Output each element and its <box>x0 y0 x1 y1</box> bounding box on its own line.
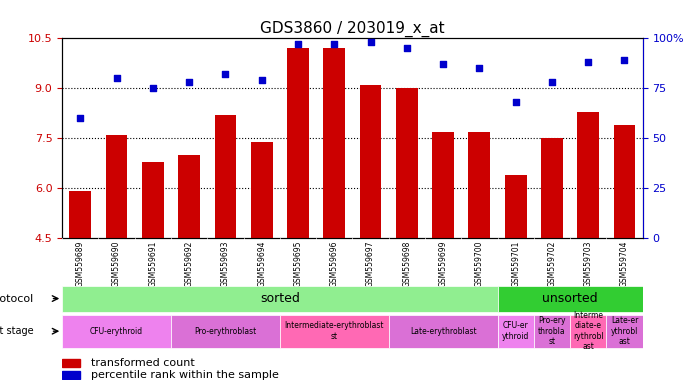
Bar <box>142 162 164 238</box>
Point <box>256 77 267 83</box>
Point <box>583 59 594 65</box>
Text: sorted: sorted <box>260 292 300 305</box>
Point <box>547 79 558 85</box>
Text: Pro-ery
throbla
st: Pro-ery throbla st <box>538 316 566 346</box>
FancyBboxPatch shape <box>280 315 388 348</box>
Text: protocol: protocol <box>0 293 33 304</box>
Text: GSM559693: GSM559693 <box>221 240 230 287</box>
Text: Late-erythroblast: Late-erythroblast <box>410 327 476 336</box>
Text: GSM559690: GSM559690 <box>112 240 121 287</box>
Text: CFU-erythroid: CFU-erythroid <box>90 327 143 336</box>
Point <box>184 79 195 85</box>
FancyBboxPatch shape <box>388 315 498 348</box>
Point <box>75 115 86 121</box>
Text: GSM559692: GSM559692 <box>184 240 193 287</box>
Text: GSM559700: GSM559700 <box>475 240 484 287</box>
Text: GSM559695: GSM559695 <box>294 240 303 287</box>
Point <box>292 41 303 48</box>
Text: GSM559694: GSM559694 <box>257 240 266 287</box>
Text: Interme
diate-e
rythrobl
ast: Interme diate-e rythrobl ast <box>573 311 603 351</box>
FancyBboxPatch shape <box>498 286 643 311</box>
Bar <box>69 192 91 238</box>
Text: GSM559702: GSM559702 <box>547 240 556 287</box>
Bar <box>62 359 79 367</box>
Point <box>220 71 231 78</box>
Bar <box>178 155 200 238</box>
Bar <box>106 135 127 238</box>
Text: GSM559701: GSM559701 <box>511 240 520 287</box>
Text: transformed count: transformed count <box>91 358 195 368</box>
FancyBboxPatch shape <box>606 315 643 348</box>
Bar <box>433 132 454 238</box>
Text: CFU-er
ythroid: CFU-er ythroid <box>502 321 529 341</box>
Text: GSM559697: GSM559697 <box>366 240 375 287</box>
FancyBboxPatch shape <box>62 315 171 348</box>
Bar <box>62 371 79 379</box>
Text: GSM559703: GSM559703 <box>584 240 593 287</box>
Text: GSM559691: GSM559691 <box>149 240 158 287</box>
Text: GSM559698: GSM559698 <box>402 240 411 287</box>
Text: unsorted: unsorted <box>542 292 598 305</box>
FancyBboxPatch shape <box>570 315 606 348</box>
Point <box>474 65 485 71</box>
Bar <box>360 85 381 238</box>
Title: GDS3860 / 203019_x_at: GDS3860 / 203019_x_at <box>260 21 445 37</box>
Bar <box>504 175 527 238</box>
Text: GSM559696: GSM559696 <box>330 240 339 287</box>
Bar <box>251 142 272 238</box>
Text: Intermediate-erythroblast
st: Intermediate-erythroblast st <box>285 321 384 341</box>
Text: GSM559689: GSM559689 <box>76 240 85 287</box>
Bar <box>468 132 491 238</box>
Point <box>329 41 340 48</box>
Text: Late-er
ythrobl
ast: Late-er ythrobl ast <box>611 316 638 346</box>
Bar <box>323 48 346 238</box>
FancyBboxPatch shape <box>534 315 570 348</box>
Point <box>365 39 376 45</box>
Text: development stage: development stage <box>0 326 33 336</box>
Text: Pro-erythroblast: Pro-erythroblast <box>194 327 256 336</box>
Point <box>437 61 448 68</box>
Bar <box>214 115 236 238</box>
FancyBboxPatch shape <box>62 286 498 311</box>
Bar <box>578 112 599 238</box>
Bar <box>396 88 417 238</box>
Text: percentile rank within the sample: percentile rank within the sample <box>91 370 279 380</box>
Point <box>619 57 630 63</box>
FancyBboxPatch shape <box>171 315 280 348</box>
Bar <box>541 138 562 238</box>
Bar <box>287 48 309 238</box>
FancyBboxPatch shape <box>498 315 534 348</box>
Point <box>111 75 122 81</box>
Bar <box>614 125 636 238</box>
Text: GSM559704: GSM559704 <box>620 240 629 287</box>
Point <box>401 45 413 51</box>
Point <box>510 99 521 105</box>
Point <box>147 85 158 91</box>
Text: GSM559699: GSM559699 <box>439 240 448 287</box>
